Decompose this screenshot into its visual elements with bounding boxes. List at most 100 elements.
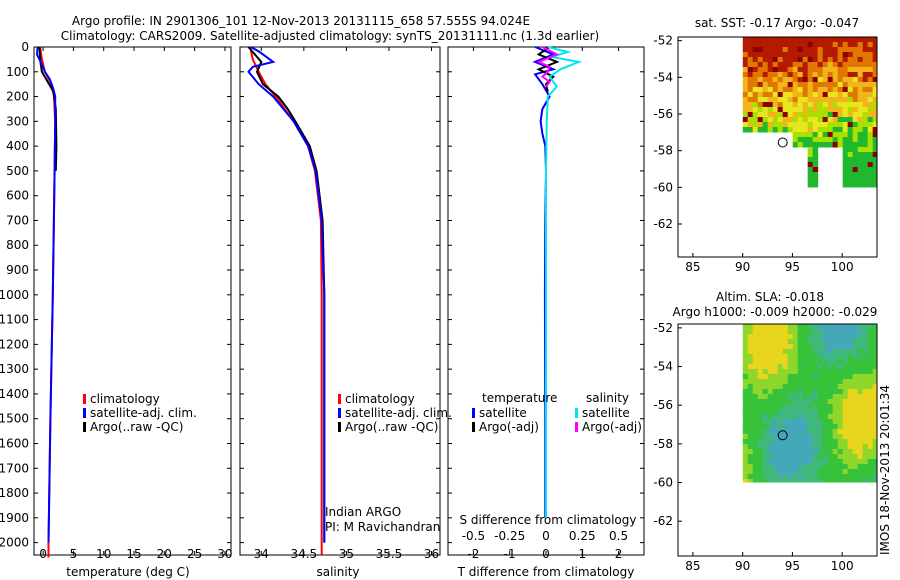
sla-cell <box>847 354 854 360</box>
sla-cell <box>772 354 779 360</box>
sst-cell <box>852 57 859 63</box>
sst-cell <box>767 107 774 113</box>
sla-cell <box>807 329 814 335</box>
sla-axes-box <box>677 323 878 557</box>
sst-cell <box>802 97 809 103</box>
sla-cell <box>782 454 789 460</box>
sst-cell <box>787 67 794 73</box>
sst-cell <box>782 127 789 133</box>
sst-cell <box>842 102 849 108</box>
sst-cell <box>752 107 759 113</box>
sst-cell <box>807 117 814 123</box>
sla-cell <box>777 459 784 465</box>
sst-cell <box>847 152 854 158</box>
sla-cell <box>832 474 839 480</box>
sla-cell <box>837 369 844 375</box>
sla-cell <box>812 399 819 405</box>
sla-cell <box>862 449 869 455</box>
sst-cell <box>842 107 849 113</box>
sla-cell <box>822 324 829 330</box>
sla-cell <box>767 389 774 395</box>
sla-cell <box>807 479 814 483</box>
sla-cell <box>822 364 829 370</box>
sla-cell <box>742 334 749 340</box>
sst-cell <box>872 77 877 83</box>
sla-cell <box>827 404 834 410</box>
sla-cell <box>852 394 859 400</box>
sst-cell <box>847 142 854 148</box>
sla-cell <box>862 339 869 345</box>
sst-cell <box>797 127 804 133</box>
sla-cell <box>767 339 774 345</box>
sla-cell <box>822 344 829 350</box>
sst-cell <box>862 162 869 168</box>
sla-cell <box>832 464 839 470</box>
salinity-xtick-label: 35.5 <box>376 547 403 561</box>
sla-cell <box>742 384 749 390</box>
sla-cell <box>757 384 764 390</box>
sst-cell <box>742 77 749 83</box>
sla-xtick-label: 100 <box>831 559 854 573</box>
temperature-ytick-label: 1700 <box>0 461 29 475</box>
sla-cell <box>772 429 779 435</box>
sla-cell <box>847 424 854 430</box>
sla-cell <box>862 429 869 435</box>
sst-cell <box>822 132 829 138</box>
sst-cell <box>817 112 824 118</box>
sst-cell <box>777 102 784 108</box>
sla-cell <box>852 474 859 480</box>
sla-cell <box>797 404 804 410</box>
sst-cell <box>777 37 784 43</box>
sla-cell <box>767 424 774 430</box>
sst-cell <box>742 72 749 78</box>
sst-cell <box>772 42 779 48</box>
sla-cell <box>832 354 839 360</box>
sst-cell <box>837 142 844 148</box>
sla-cell <box>747 424 754 430</box>
sst-cell <box>832 142 839 148</box>
sla-cell <box>837 354 844 360</box>
sst-cell <box>857 157 864 163</box>
sst-cell <box>837 87 844 93</box>
sst-cell <box>807 127 814 133</box>
sst-cell <box>817 137 824 143</box>
sst-cell <box>757 62 764 68</box>
sla-cell <box>852 354 859 360</box>
sst-cell <box>802 122 809 128</box>
temperature-ytick-label: 0 <box>21 40 29 54</box>
sst-cell <box>847 122 854 128</box>
sst-cell <box>872 182 877 188</box>
sla-cell <box>752 379 759 385</box>
sst-cell <box>797 72 804 78</box>
sla-cell <box>842 464 849 470</box>
sst-cell <box>762 52 769 58</box>
sst-cell <box>842 122 849 128</box>
sla-cell <box>872 444 877 450</box>
sst-cell <box>867 107 874 113</box>
sla-cell <box>852 464 859 470</box>
sla-cell <box>852 339 859 345</box>
sst-cell <box>872 57 877 63</box>
sla-cell <box>792 419 799 425</box>
sst-cell <box>767 122 774 128</box>
sla-cell <box>862 344 869 350</box>
sla-cell <box>872 404 877 410</box>
sla-cell <box>802 369 809 375</box>
sst-cell <box>872 157 877 163</box>
sla-cell <box>742 394 749 400</box>
sst-cell <box>777 52 784 58</box>
sla-cell <box>827 334 834 340</box>
sst-cell <box>842 132 849 138</box>
sla-cell <box>852 424 859 430</box>
sst-cell <box>852 102 859 108</box>
sst-cell <box>822 82 829 88</box>
sla-cell <box>792 384 799 390</box>
sla-cell <box>777 414 784 420</box>
sla-cell <box>847 419 854 425</box>
sla-cell <box>807 419 814 425</box>
sla-cell <box>847 364 854 370</box>
sst-cell <box>852 112 859 118</box>
sla-cell <box>867 364 874 370</box>
sla-cell <box>807 369 814 375</box>
sst-cell <box>842 137 849 143</box>
